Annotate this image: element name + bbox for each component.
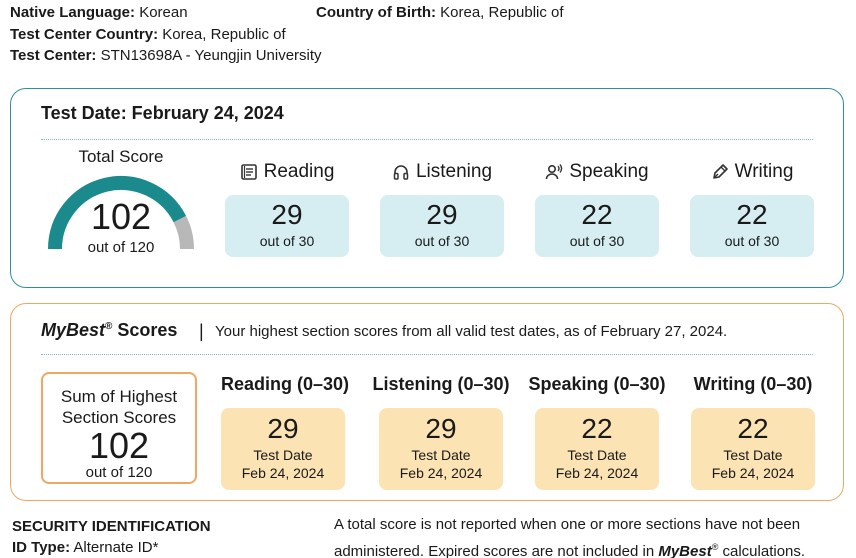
section-score: 22 (736, 199, 768, 230)
section-score: 29 (426, 199, 458, 230)
mybest-listening: Listening (0–30) 29 Test Date Feb 24, 20… (371, 374, 511, 490)
section-reading: Reading 29 out of 30 (225, 159, 349, 257)
mybest-section-name: Listening (0–30) (372, 374, 510, 394)
test-date-value: Feb 24, 2024 (555, 465, 639, 481)
mybest-score-box: 22 Test Date Feb 24, 2024 (535, 408, 659, 490)
test-date-value: Feb 24, 2024 (399, 465, 483, 481)
mybest-score: 22 (737, 413, 769, 444)
section-max: out of 30 (414, 233, 470, 249)
title-separator: | (199, 321, 204, 341)
security-title: SECURITY IDENTIFICATION (12, 518, 211, 535)
mybest-score-box: 22 Test Date Feb 24, 2024 (691, 408, 815, 490)
note-text-2: calculations. (718, 543, 806, 558)
test-date-label: Test Date (411, 447, 471, 463)
test-date-value: Feb 24, 2024 (711, 465, 795, 481)
test-center-value: STN13698A - Yeungjin University (100, 47, 322, 64)
gauge-arc (48, 176, 194, 250)
pen-icon (712, 164, 728, 179)
mybest-card: MyBest® Scores | Your highest section sc… (10, 303, 844, 501)
mybest-writing: Writing (0–30) 22 Test Date Feb 24, 2024 (683, 374, 823, 490)
country-of-birth-label: Country of Birth: (316, 4, 436, 21)
total-score-max: out of 120 (87, 239, 155, 256)
gauge-track (173, 215, 194, 250)
mybest-score-box: 29 Test Date Feb 24, 2024 (221, 408, 345, 490)
mybest-description: Your highest section scores from all val… (215, 323, 728, 340)
mybest-title-rest: Scores (112, 320, 178, 340)
sum-label: Sum of Highest Section Scores (43, 374, 195, 428)
native-language-label: Native Language: (10, 4, 136, 21)
section-writing: Writing 22 out of 30 (690, 159, 814, 257)
mybest-section-name: Reading (0–30) (221, 374, 350, 394)
mybest-section-name: Speaking (0–30) (528, 374, 666, 394)
note-text-1: A total score is not reported when one o… (334, 516, 801, 558)
divider (41, 354, 813, 355)
id-type-value: Alternate ID* (73, 539, 159, 556)
note-registered-mark: ® (711, 542, 719, 552)
mybest-title-em: MyBest (41, 320, 106, 340)
country-of-birth: Country of Birth: Korea, Republic of (316, 2, 564, 24)
note-mybest: MyBest (658, 543, 712, 558)
test-center-label: Test Center: (10, 47, 97, 64)
total-score-value: 102 (90, 196, 152, 237)
security-identification: SECURITY IDENTIFICATION ID Type: Alterna… (12, 516, 211, 558)
score-box: 29 out of 30 (225, 195, 349, 257)
mybest-score: 22 (581, 413, 613, 444)
score-box: 29 out of 30 (380, 195, 504, 257)
test-date-label: Test Date (567, 447, 627, 463)
sum-score: 102 (88, 425, 150, 466)
test-date-label: Test Date (253, 447, 313, 463)
test-date-title: Test Date: February 24, 2024 (41, 103, 284, 123)
mybest-title: MyBest® Scores (41, 320, 177, 341)
id-type-label: ID Type: (12, 539, 71, 556)
section-name: Listening (415, 161, 493, 182)
book-icon (240, 164, 257, 180)
id-type: ID Type: Alternate ID* (12, 537, 211, 558)
section-max: out of 30 (259, 233, 315, 249)
mybest-section-name: Writing (0–30) (693, 374, 813, 394)
test-center-country: Test Center Country: Korea, Republic of (10, 24, 286, 46)
native-language-value: Korean (139, 4, 188, 21)
registered-mark: ® (105, 321, 113, 332)
test-center-country-value: Korea, Republic of (162, 26, 286, 43)
test-center: Test Center: STN13698A - Yeungjin Univer… (10, 45, 322, 67)
section-listening: Listening 29 out of 30 (380, 159, 504, 257)
test-date-card: Test Date: February 24, 2024 Total Score… (10, 88, 844, 288)
mybest-speaking: Speaking (0–30) 22 Test Date Feb 24, 202… (527, 374, 667, 490)
sum-highest-box: Sum of Highest Section Scores 102 out of… (41, 372, 197, 484)
section-score: 29 (271, 199, 303, 230)
mybest-reading: Reading (0–30) 29 Test Date Feb 24, 2024 (221, 374, 350, 490)
mybest-score: 29 (425, 413, 457, 444)
divider (41, 139, 813, 140)
speaker-person-icon (546, 164, 563, 180)
score-box: 22 out of 30 (535, 195, 659, 257)
sum-label-line-2: Section Scores (61, 408, 177, 427)
test-date-value: Feb 24, 2024 (241, 465, 325, 481)
test-date-label: Test Date (723, 447, 783, 463)
section-speaking: Speaking 22 out of 30 (535, 159, 659, 257)
section-name: Reading (263, 161, 335, 182)
total-score-gauge: Total Score 102 out of 120 (41, 147, 201, 265)
gauge-fill (48, 176, 187, 250)
native-language: Native Language: Korean (10, 2, 188, 24)
sum-max: out of 120 (85, 464, 153, 481)
section-name: Speaking (569, 161, 649, 182)
section-name: Writing (734, 161, 794, 182)
score-note: A total score is not reported when one o… (334, 514, 846, 558)
section-max: out of 30 (724, 233, 780, 249)
mybest-score-box: 29 Test Date Feb 24, 2024 (379, 408, 503, 490)
mybest-score: 29 (267, 413, 299, 444)
section-max: out of 30 (569, 233, 625, 249)
country-of-birth-value: Korea, Republic of (440, 4, 564, 21)
total-score-label: Total Score (78, 147, 164, 166)
score-box: 22 out of 30 (690, 195, 814, 257)
section-score: 22 (581, 199, 613, 230)
test-center-country-label: Test Center Country: (10, 26, 159, 43)
headphones-icon (393, 165, 409, 180)
sum-label-line-1: Sum of Highest (60, 387, 178, 406)
